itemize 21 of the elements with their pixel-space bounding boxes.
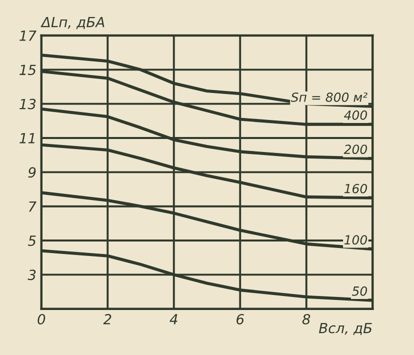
- y-tick-label: 11: [20, 133, 34, 144]
- y-tick-label: 7: [28, 201, 36, 212]
- series-label: 200: [344, 144, 368, 154]
- series-label: 50: [352, 286, 368, 296]
- x-axis-title: Всл, дБ: [318, 322, 372, 335]
- series-label: 160: [344, 184, 368, 194]
- y-axis-title: ΔLп, дБА: [40, 17, 104, 30]
- x-tick-label: 2: [103, 314, 112, 324]
- y-tick-label: 13: [20, 98, 36, 110]
- y-tick-label: 5: [28, 236, 36, 246]
- x-tick-label: 0: [38, 314, 46, 324]
- series-label: Sп = 800 м²: [290, 92, 368, 102]
- x-tick-label: 4: [170, 314, 178, 324]
- x-tick-label: 8: [302, 314, 310, 324]
- y-tick-label: 17: [20, 30, 36, 41]
- y-tick-label: 3: [28, 270, 36, 280]
- y-tick-label: 15: [20, 64, 36, 76]
- series-label: 400: [344, 110, 368, 120]
- y-tick-label: 9: [28, 167, 36, 178]
- x-tick-label: 6: [236, 314, 244, 324]
- series-label: 100: [344, 235, 368, 245]
